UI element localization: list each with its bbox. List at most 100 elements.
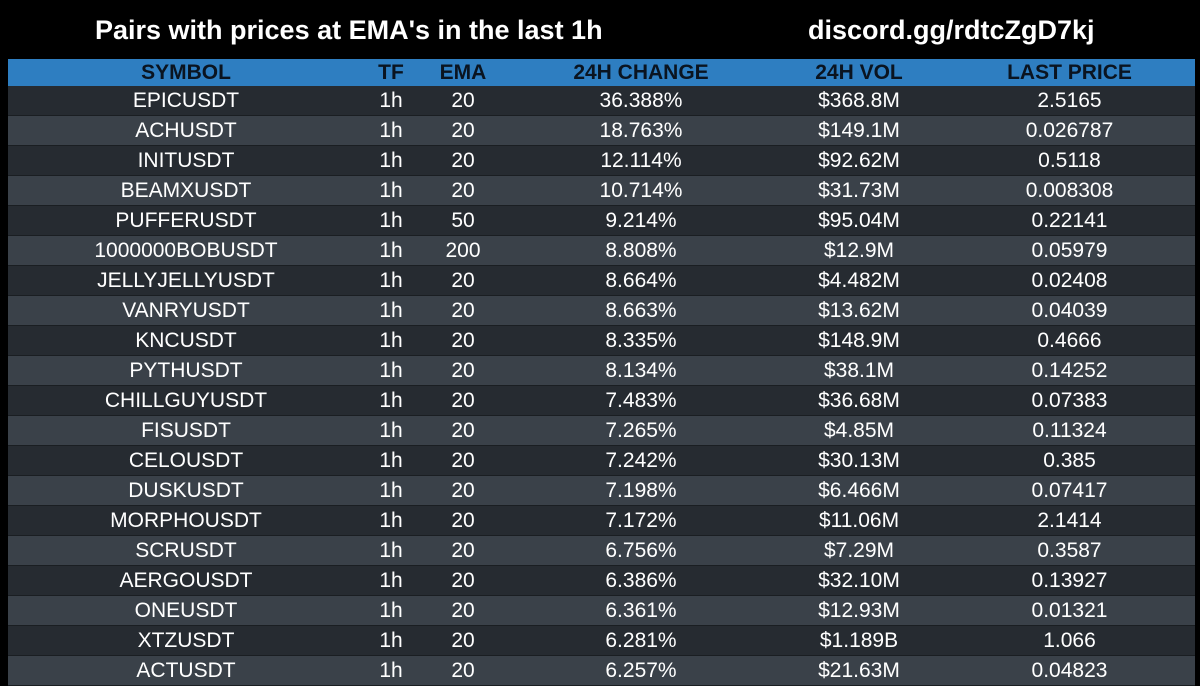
volume-cell: $149.1M	[774, 115, 944, 146]
volume-cell: $11.06M	[774, 505, 944, 536]
tf-cell: 1h	[364, 265, 418, 296]
ema-cell: 200	[418, 235, 508, 266]
change-cell: 8.664%	[508, 265, 774, 296]
price-cell: 2.5165	[944, 86, 1195, 116]
table-row: MORPHOUSDT 1h 20 7.172% $11.06M 2.1414	[8, 505, 1195, 536]
tf-cell: 1h	[364, 205, 418, 236]
ema-cell: 50	[418, 205, 508, 236]
ema-cell: 20	[418, 175, 508, 206]
volume-cell: $368.8M	[774, 86, 944, 116]
tf-cell: 1h	[364, 385, 418, 416]
ema-cell: 20	[418, 445, 508, 476]
symbol-cell: ACTUSDT	[8, 655, 364, 686]
symbol-cell: 1000000BOBUSDT	[8, 235, 364, 266]
tf-cell: 1h	[364, 145, 418, 176]
price-cell: 0.026787	[944, 115, 1195, 146]
tf-cell: 1h	[364, 475, 418, 506]
price-cell: 2.1414	[944, 505, 1195, 536]
table-row: BEAMXUSDT 1h 20 10.714% $31.73M 0.008308	[8, 175, 1195, 206]
volume-cell: $12.9M	[774, 235, 944, 266]
symbol-cell: VANRYUSDT	[8, 295, 364, 326]
table-row: INITUSDT 1h 20 12.114% $92.62M 0.5118	[8, 145, 1195, 176]
volume-cell: $12.93M	[774, 595, 944, 626]
change-cell: 6.361%	[508, 595, 774, 626]
price-cell: 0.07417	[944, 475, 1195, 506]
symbol-cell: CELOUSDT	[8, 445, 364, 476]
price-cell: 0.01321	[944, 595, 1195, 626]
price-cell: 0.05979	[944, 235, 1195, 266]
tf-cell: 1h	[364, 535, 418, 566]
table-row: PYTHUSDT 1h 20 8.134% $38.1M 0.14252	[8, 355, 1195, 386]
symbol-cell: CHILLGUYUSDT	[8, 385, 364, 416]
ema-cell: 20	[418, 86, 508, 116]
ema-cell: 20	[418, 475, 508, 506]
ema-cell: 20	[418, 625, 508, 656]
tf-cell: 1h	[364, 235, 418, 266]
change-cell: 7.172%	[508, 505, 774, 536]
symbol-cell: BEAMXUSDT	[8, 175, 364, 206]
price-cell: 0.4666	[944, 325, 1195, 356]
column-header-last-price: LAST PRICE	[1007, 61, 1132, 84]
table-body: EPICUSDT 1h 20 36.388% $368.8M 2.5165 ACHUSDT 1…	[8, 86, 1195, 686]
change-cell: 36.388%	[508, 86, 774, 116]
table-row: XTZUSDT 1h 20 6.281% $1.189B 1.066	[8, 625, 1195, 656]
tf-cell: 1h	[364, 595, 418, 626]
table-row: KNCUSDT 1h 20 8.335% $148.9M 0.4666	[8, 325, 1195, 356]
symbol-cell: XTZUSDT	[8, 625, 364, 656]
symbol-cell: AERGOUSDT	[8, 565, 364, 596]
table-row: VANRYUSDT 1h 20 8.663% $13.62M 0.04039	[8, 295, 1195, 326]
pairs-table-container: SYMBOL TF EMA 24H CHANGE 24H VOL LAST PR…	[8, 59, 1195, 686]
symbol-cell: SCRUSDT	[8, 535, 364, 566]
volume-cell: $6.466M	[774, 475, 944, 506]
table-row: JELLYJELLYUSDT 1h 20 8.664% $4.482M 0.02408	[8, 265, 1195, 296]
tf-cell: 1h	[364, 445, 418, 476]
table-row: ONEUSDT 1h 20 6.361% $12.93M 0.01321	[8, 595, 1195, 626]
page-title: Pairs with prices at EMA's in the last 1…	[95, 15, 603, 45]
table-row: EPICUSDT 1h 20 36.388% $368.8M 2.5165	[8, 86, 1195, 116]
symbol-cell: KNCUSDT	[8, 325, 364, 356]
volume-cell: $7.29M	[774, 535, 944, 566]
symbol-cell: PUFFERUSDT	[8, 205, 364, 236]
volume-cell: $21.63M	[774, 655, 944, 686]
ema-cell: 20	[418, 145, 508, 176]
column-header-symbol: SYMBOL	[141, 61, 231, 84]
tf-cell: 1h	[364, 565, 418, 596]
discord-link[interactable]: discord.gg/rdtcZgD7kj	[808, 15, 1095, 45]
table-row: AERGOUSDT 1h 20 6.386% $32.10M 0.13927	[8, 565, 1195, 596]
column-header-ema: EMA	[439, 61, 487, 84]
ema-cell: 20	[418, 295, 508, 326]
table-row: CELOUSDT 1h 20 7.242% $30.13M 0.385	[8, 445, 1195, 476]
change-cell: 8.134%	[508, 355, 774, 386]
volume-cell: $4.85M	[774, 415, 944, 446]
price-cell: 0.04039	[944, 295, 1195, 326]
volume-cell: $13.62M	[774, 295, 944, 326]
table-row: FISUSDT 1h 20 7.265% $4.85M 0.11324	[8, 415, 1195, 446]
column-header-tf: TF	[378, 61, 404, 84]
symbol-cell: INITUSDT	[8, 145, 364, 176]
symbol-cell: FISUSDT	[8, 415, 364, 446]
price-cell: 1.066	[944, 625, 1195, 656]
tf-cell: 1h	[364, 115, 418, 146]
volume-cell: $38.1M	[774, 355, 944, 386]
symbol-cell: DUSKUSDT	[8, 475, 364, 506]
change-cell: 7.265%	[508, 415, 774, 446]
volume-cell: $92.62M	[774, 145, 944, 176]
price-cell: 0.385	[944, 445, 1195, 476]
table-row: ACHUSDT 1h 20 18.763% $149.1M 0.026787	[8, 115, 1195, 146]
change-cell: 8.663%	[508, 295, 774, 326]
ema-cell: 20	[418, 655, 508, 686]
ema-cell: 20	[418, 325, 508, 356]
ema-cell: 20	[418, 355, 508, 386]
volume-cell: $36.68M	[774, 385, 944, 416]
symbol-cell: MORPHOUSDT	[8, 505, 364, 536]
change-cell: 6.281%	[508, 625, 774, 656]
price-cell: 0.3587	[944, 535, 1195, 566]
table-row: ACTUSDT 1h 20 6.257% $21.63M 0.04823	[8, 655, 1195, 686]
price-cell: 0.02408	[944, 265, 1195, 296]
price-cell: 0.5118	[944, 145, 1195, 176]
ema-cell: 20	[418, 595, 508, 626]
volume-cell: $148.9M	[774, 325, 944, 356]
tf-cell: 1h	[364, 175, 418, 206]
volume-cell: $95.04M	[774, 205, 944, 236]
